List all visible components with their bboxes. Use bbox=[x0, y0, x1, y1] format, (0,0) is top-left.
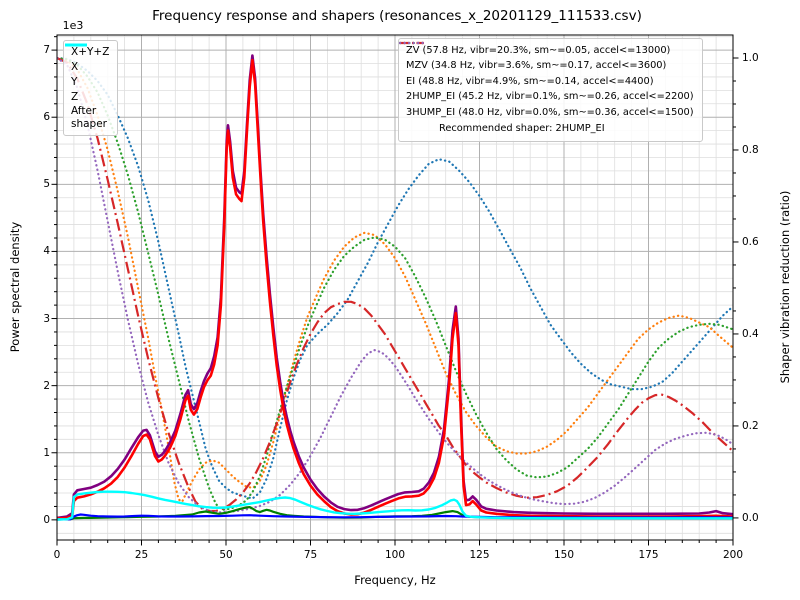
legend-line-swatch bbox=[65, 43, 87, 47]
series-after-shaper-line bbox=[57, 490, 733, 521]
x-tick-label: 125 bbox=[469, 549, 490, 561]
x-tick-label: 175 bbox=[638, 549, 659, 561]
x-axis-label: Frequency, Hz bbox=[354, 573, 436, 587]
legend-entry-2hump_ei-label: 2HUMP_EI (45.2 Hz, vibr=0.1%, sm~=0.26, … bbox=[406, 91, 694, 103]
x-tick-label: 150 bbox=[553, 549, 575, 561]
x-tick-label: 200 bbox=[722, 549, 744, 561]
legend-entry-mzv-label: MZV (34.8 Hz, vibr=3.6%, sm~=0.17, accel… bbox=[406, 60, 667, 72]
legend-entry-ei-label: EI (48.8 Hz, vibr=4.9%, sm~=0.14, accel<… bbox=[406, 75, 654, 87]
legend-entry-2hump_ei: 2HUMP_EI (45.2 Hz, vibr=0.1%, sm~=0.26, … bbox=[400, 41, 694, 106]
y-right-tick-label: 0.8 bbox=[742, 143, 759, 156]
series-3hump_ei-line bbox=[57, 56, 733, 514]
y-right-tick-label: 0.2 bbox=[742, 419, 759, 432]
legend-psd: X+Y+Z X Y Z After shaper bbox=[63, 40, 119, 137]
recommended-shaper-note: Recommended shaper: 2HUMP_EI bbox=[406, 121, 694, 137]
left-y-axis-label: Power spectral density bbox=[8, 221, 22, 353]
legend-entry-mzv: MZV (34.8 Hz, vibr=3.6%, sm~=0.17, accel… bbox=[399, 41, 694, 75]
y-left-tick-label: 5 bbox=[43, 178, 50, 191]
x-tick-label: 75 bbox=[303, 549, 318, 561]
y-left-tick-label: 1 bbox=[43, 446, 50, 459]
y-right-tick-label: 0.4 bbox=[742, 327, 759, 340]
y-right-tick-label: 0.6 bbox=[742, 235, 759, 248]
chart-title: Frequency response and shapers (resonanc… bbox=[152, 8, 642, 24]
legend-entry-z-label: Z bbox=[71, 90, 79, 103]
legend-entry-after-shaper: After shaper bbox=[65, 43, 109, 131]
legend-entry-y: Y bbox=[65, 43, 109, 90]
legend-entry-y-label: Y bbox=[71, 75, 78, 88]
legend-entry-zv: ZV (57.8 Hz, vibr=20.3%, sm~=0.05, accel… bbox=[399, 41, 694, 59]
data-curves bbox=[57, 54, 733, 521]
legend-entry-ei: EI (48.8 Hz, vibr=4.9%, sm~=0.14, accel<… bbox=[399, 41, 694, 90]
x-tick-label: 25 bbox=[134, 549, 149, 561]
legend-entry-z: Z bbox=[65, 43, 109, 105]
y-left-tick-label: 4 bbox=[43, 245, 50, 258]
legend-entry-after-shaper-label: After shaper bbox=[71, 105, 108, 131]
x-tick-label: 0 bbox=[53, 549, 61, 561]
y-left-tick-label: 7 bbox=[43, 44, 50, 57]
y-left-tick-label: 3 bbox=[43, 312, 50, 325]
legend-entry-3hump_ei: 3HUMP_EI (48.0 Hz, vibr=0.0%, sm~=0.36, … bbox=[399, 41, 694, 121]
y-right-tick-label: 0.0 bbox=[742, 511, 759, 524]
legend-entry-zv-label: ZV (57.8 Hz, vibr=20.3%, sm~=0.05, accel… bbox=[406, 44, 671, 56]
legend-entry-x-y-z-label: X+Y+Z bbox=[71, 45, 110, 58]
y-left-tick-label: 2 bbox=[43, 379, 50, 392]
y-right-tick-label: 1.0 bbox=[742, 51, 759, 64]
y-left-tick-label: 6 bbox=[43, 111, 50, 124]
series-2hump_ei-line bbox=[57, 56, 733, 513]
legend-entry-x-label: X bbox=[71, 60, 79, 73]
y-left-tick-label: 0 bbox=[43, 513, 50, 526]
series-x-line bbox=[57, 58, 733, 520]
y-axis-offset-label: 1e3 bbox=[62, 19, 84, 32]
legend-shapers: ZV (57.8 Hz, vibr=20.3%, sm~=0.05, accel… bbox=[398, 38, 703, 142]
right-y-axis-label: Shaper vibration reduction (ratio) bbox=[778, 190, 792, 384]
recommended-shaper-note-label: Recommended shaper: 2HUMP_EI bbox=[439, 122, 605, 134]
series-zv-line bbox=[57, 56, 733, 500]
axes bbox=[51, 34, 739, 546]
x-tick-label: 100 bbox=[384, 549, 406, 561]
legend-entry-3hump_ei-label: 3HUMP_EI (48.0 Hz, vibr=0.0%, sm~=0.36, … bbox=[406, 107, 694, 119]
series-ei-line bbox=[57, 56, 733, 511]
legend-line-swatch bbox=[399, 41, 425, 45]
legend-entry-x: X bbox=[65, 43, 109, 75]
x-tick-label: 50 bbox=[219, 549, 233, 561]
